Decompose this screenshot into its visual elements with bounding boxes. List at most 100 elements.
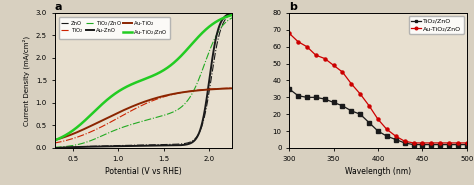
Au-TiO$_2$ <box>137 102 143 105</box>
TiO₂/ZnO <box>393 138 399 141</box>
Text: b: b <box>289 2 297 12</box>
ZnO <box>197 130 203 132</box>
Au-TiO₂/ZnO <box>304 46 310 48</box>
TiO$_2$ <box>136 106 142 108</box>
TiO₂/ZnO <box>446 144 452 146</box>
TiO$_2$/ZnO <box>197 75 203 77</box>
Line: TiO$_2$/ZnO: TiO$_2$/ZnO <box>55 18 232 147</box>
Au-TiO₂/ZnO <box>384 128 390 131</box>
Au-TiO$_2$/ZnO <box>148 75 154 78</box>
TiO$_2$/ZnO <box>148 118 154 120</box>
TiO₂/ZnO <box>375 130 381 132</box>
Line: Au-TiO₂/ZnO: Au-TiO₂/ZnO <box>288 32 468 144</box>
TiO₂/ZnO <box>313 96 319 98</box>
TiO$_2$ <box>52 142 57 144</box>
Au-ZnO <box>136 145 142 147</box>
Au-TiO₂/ZnO <box>402 140 408 142</box>
ZnO <box>157 144 163 146</box>
TiO₂/ZnO <box>438 144 443 146</box>
TiO₂/ZnO <box>339 105 345 107</box>
ZnO <box>52 147 57 149</box>
TiO₂/ZnO <box>366 122 372 124</box>
Line: TiO₂/ZnO: TiO₂/ZnO <box>288 87 468 146</box>
TiO₂/ZnO <box>322 98 328 100</box>
Au-TiO₂/ZnO <box>313 54 319 56</box>
TiO$_2$ <box>197 89 203 91</box>
Au-ZnO <box>225 13 231 16</box>
Au-ZnO <box>137 145 143 147</box>
TiO$_2$ <box>137 105 143 107</box>
Legend: TiO₂/ZnO, Au-TiO₂/ZnO: TiO₂/ZnO, Au-TiO₂/ZnO <box>409 16 464 34</box>
TiO₂/ZnO <box>357 113 363 115</box>
Au-TiO₂/ZnO <box>357 93 363 95</box>
Au-TiO$_2$/ZnO <box>229 14 235 16</box>
Au-TiO$_2$ <box>229 87 235 89</box>
TiO$_2$ <box>225 87 231 89</box>
Au-TiO₂/ZnO <box>455 142 461 144</box>
Line: ZnO: ZnO <box>55 14 232 148</box>
Au-ZnO <box>52 147 57 149</box>
TiO₂/ZnO <box>402 142 408 144</box>
Au-TiO$_2$ <box>197 89 203 91</box>
TiO$_2$/ZnO <box>137 121 143 123</box>
Legend: ZnO, TiO$_2$, TiO$_2$/ZnO, Au-ZnO, Au-TiO$_2$, Au-TiO$_2$/ZnO: ZnO, TiO$_2$, TiO$_2$/ZnO, Au-ZnO, Au-Ti… <box>59 17 170 39</box>
TiO₂/ZnO <box>331 101 337 104</box>
Line: Au-ZnO: Au-ZnO <box>55 13 232 148</box>
TiO₂/ZnO <box>410 144 416 146</box>
Au-TiO$_2$ <box>136 103 142 105</box>
Au-TiO₂/ZnO <box>331 64 337 66</box>
X-axis label: Wavelength (nm): Wavelength (nm) <box>345 167 411 176</box>
Au-TiO$_2$/ZnO <box>52 139 57 142</box>
TiO₂/ZnO <box>304 96 310 98</box>
Au-TiO$_2$ <box>148 99 154 101</box>
TiO₂/ZnO <box>286 88 292 90</box>
Au-TiO₂/ZnO <box>438 142 443 144</box>
TiO$_2$/ZnO <box>136 121 142 123</box>
TiO$_2$/ZnO <box>229 17 235 19</box>
Au-TiO₂/ZnO <box>419 142 425 144</box>
TiO₂/ZnO <box>428 144 434 146</box>
Au-TiO₂/ZnO <box>464 142 470 144</box>
Au-TiO₂/ZnO <box>428 142 434 144</box>
Au-TiO$_2$ <box>52 139 57 141</box>
Y-axis label: Current Density (mA/cm²): Current Density (mA/cm²) <box>23 35 30 126</box>
ZnO <box>137 144 143 146</box>
TiO$_2$ <box>148 100 154 103</box>
Au-TiO$_2$ <box>157 96 163 98</box>
TiO$_2$/ZnO <box>157 115 163 117</box>
TiO$_2$ <box>157 97 163 99</box>
Au-TiO₂/ZnO <box>375 118 381 120</box>
Au-TiO$_2$/ZnO <box>157 71 163 73</box>
Au-TiO₂/ZnO <box>348 83 354 85</box>
Au-TiO₂/ZnO <box>410 142 416 144</box>
Line: Au-TiO$_2$/ZnO: Au-TiO$_2$/ZnO <box>55 15 232 140</box>
TiO₂/ZnO <box>295 95 301 97</box>
Au-TiO₂/ZnO <box>322 57 328 60</box>
Au-ZnO <box>229 12 235 14</box>
TiO₂/ZnO <box>455 144 461 146</box>
TiO$_2$/ZnO <box>225 19 231 21</box>
ZnO <box>229 12 235 15</box>
TiO$_2$/ZnO <box>52 146 57 148</box>
Au-TiO₂/ZnO <box>286 32 292 34</box>
Au-TiO₂/ZnO <box>295 41 301 43</box>
Au-TiO₂/ZnO <box>366 105 372 107</box>
Au-TiO$_2$/ZnO <box>137 80 143 82</box>
Au-TiO$_2$ <box>225 87 231 90</box>
TiO₂/ZnO <box>464 144 470 146</box>
Au-TiO₂/ZnO <box>393 135 399 137</box>
Au-TiO$_2$/ZnO <box>225 15 231 17</box>
Au-ZnO <box>148 145 154 147</box>
TiO₂/ZnO <box>384 135 390 137</box>
ZnO <box>136 144 142 146</box>
Au-TiO₂/ZnO <box>446 142 452 144</box>
Text: a: a <box>55 2 62 12</box>
Au-ZnO <box>197 129 203 131</box>
Au-TiO₂/ZnO <box>339 71 345 73</box>
TiO₂/ZnO <box>348 110 354 112</box>
Au-TiO$_2$/ZnO <box>136 80 142 82</box>
TiO₂/ZnO <box>419 144 425 146</box>
Line: Au-TiO$_2$: Au-TiO$_2$ <box>55 88 232 140</box>
ZnO <box>225 15 231 17</box>
Line: TiO$_2$: TiO$_2$ <box>55 88 232 143</box>
